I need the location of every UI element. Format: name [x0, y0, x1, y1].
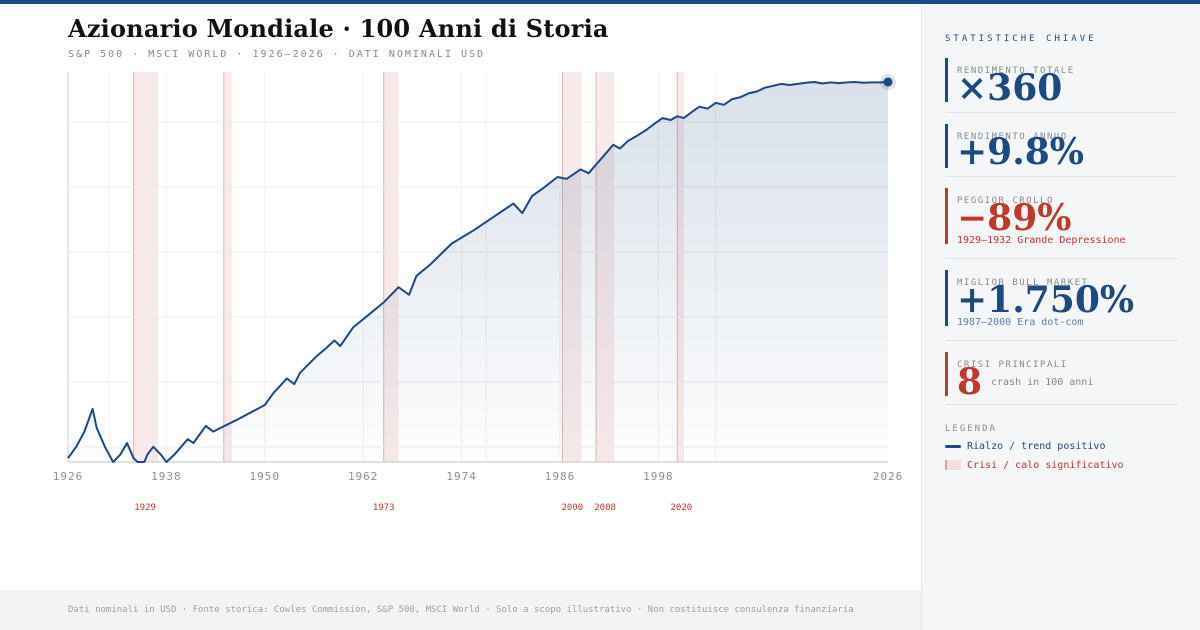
stat-label: CRISI PRINCIPALI [957, 360, 1068, 370]
stat-accent-bar [945, 124, 948, 168]
stat-value: +1.750% [957, 279, 1135, 321]
stat-worst-crash: PEGGIOR CROLLO −89% 1929–1932 Grande Dep… [945, 188, 1177, 246]
x-tick-label: 1986 [545, 470, 576, 483]
legend-heading: LEGENDA [945, 424, 997, 434]
stat-best-bull-market: MIGLIOR BULL MARKET +1.750% 1987–2000 Er… [945, 270, 1177, 328]
stat-accent-bar [945, 188, 948, 244]
legend-line-swatch [945, 444, 961, 448]
stat-note: 1929–1932 Grande Depressione [957, 235, 1126, 246]
endpoint-marker [883, 77, 893, 87]
divider [945, 258, 1177, 259]
legend-label: Crisi / calo significativo [967, 460, 1124, 471]
crisis-label: 2008 [594, 503, 616, 513]
x-tick-label: 1950 [250, 470, 281, 483]
crisis-label: 1929 [134, 503, 156, 513]
crisis-band [133, 72, 159, 462]
crisis-label: 2000 [561, 503, 583, 513]
crisis-label: 1973 [373, 503, 395, 513]
stat-label: RENDIMENTO ANNUO [957, 132, 1068, 142]
x-tick-label: 2026 [873, 470, 904, 483]
legend-item-uptrend: Rialzo / trend positivo [945, 441, 1105, 452]
stat-accent-bar [945, 270, 948, 326]
footer-disclaimer: Dati nominali in USD · Fonte storica: Co… [68, 605, 854, 615]
legend-label: Rialzo / trend positivo [967, 441, 1106, 452]
x-tick-label: 1962 [348, 470, 379, 483]
divider [945, 112, 1177, 113]
growth-chart: 1926 1938 1950 1962 1974 1986 1998 2026 1929 1973… [53, 72, 904, 513]
stat-label: MIGLIOR BULL MARKET [957, 278, 1089, 288]
top-accent-bar [0, 0, 1200, 4]
stat-value: −89% [957, 197, 1072, 239]
series-area [68, 82, 888, 462]
series-line [67, 81, 889, 463]
legend-item-crisis: Crisi / calo significativo [945, 460, 1124, 471]
x-tick-label: 1938 [151, 470, 182, 483]
stat-total-return: RENDIMENTO TOTALE ×360 [945, 58, 1177, 106]
stat-label: PEGGIOR CROLLO [957, 196, 1054, 206]
crisis-band [223, 72, 232, 462]
x-tick-label: 1926 [53, 470, 84, 483]
page-subtitle: S&P 500 · MSCI WORLD · 1926–2026 · DATI … [68, 49, 486, 60]
stat-accent-bar [945, 352, 948, 396]
x-tick-label: 1998 [643, 470, 674, 483]
divider [945, 176, 1177, 177]
stat-value: 8 [957, 361, 983, 403]
stat-major-crises: CRISI PRINCIPALI 8 crash in 100 anni [945, 352, 1177, 400]
stats-sidebar: STATISTICHE CHIAVE RENDIMENTO TOTALE ×36… [921, 4, 1200, 630]
stat-value: +9.8% [957, 131, 1085, 173]
stat-label: RENDIMENTO TOTALE [957, 66, 1075, 76]
sidebar-heading: STATISTICHE CHIAVE [945, 34, 1097, 44]
stat-value: ×360 [957, 67, 1063, 109]
stat-note: 1987–2000 Era dot-com [957, 317, 1084, 328]
divider [945, 340, 1177, 341]
divider [945, 404, 1177, 405]
stat-note: crash in 100 anni [991, 377, 1094, 388]
crisis-label: 2020 [671, 503, 693, 513]
stat-annual-return: RENDIMENTO ANNUO +9.8% [945, 124, 1177, 173]
legend-band-swatch [945, 460, 961, 470]
x-tick-label: 1974 [446, 470, 477, 483]
page-title: Azionario Mondiale · 100 Anni di Storia [68, 14, 609, 43]
footer: Dati nominali in USD · Fonte storica: Co… [0, 590, 921, 630]
stat-accent-bar [945, 58, 948, 102]
